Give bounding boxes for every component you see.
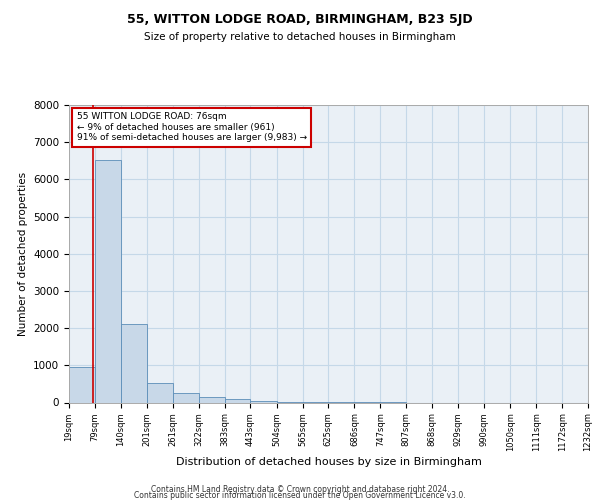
Bar bbox=[250, 400, 277, 402]
X-axis label: Distribution of detached houses by size in Birmingham: Distribution of detached houses by size … bbox=[176, 457, 481, 467]
Bar bbox=[69, 367, 95, 402]
Bar bbox=[95, 160, 121, 402]
Text: Contains public sector information licensed under the Open Government Licence v3: Contains public sector information licen… bbox=[134, 491, 466, 500]
Bar bbox=[199, 397, 225, 402]
Bar bbox=[173, 393, 199, 402]
Bar bbox=[225, 399, 250, 402]
Text: Size of property relative to detached houses in Birmingham: Size of property relative to detached ho… bbox=[144, 32, 456, 42]
Text: 55, WITTON LODGE ROAD, BIRMINGHAM, B23 5JD: 55, WITTON LODGE ROAD, BIRMINGHAM, B23 5… bbox=[127, 12, 473, 26]
Text: 55 WITTON LODGE ROAD: 76sqm
← 9% of detached houses are smaller (961)
91% of sem: 55 WITTON LODGE ROAD: 76sqm ← 9% of deta… bbox=[77, 112, 307, 142]
Text: Contains HM Land Registry data © Crown copyright and database right 2024.: Contains HM Land Registry data © Crown c… bbox=[151, 484, 449, 494]
Bar bbox=[147, 383, 173, 402]
Bar bbox=[121, 324, 147, 402]
Y-axis label: Number of detached properties: Number of detached properties bbox=[17, 172, 28, 336]
